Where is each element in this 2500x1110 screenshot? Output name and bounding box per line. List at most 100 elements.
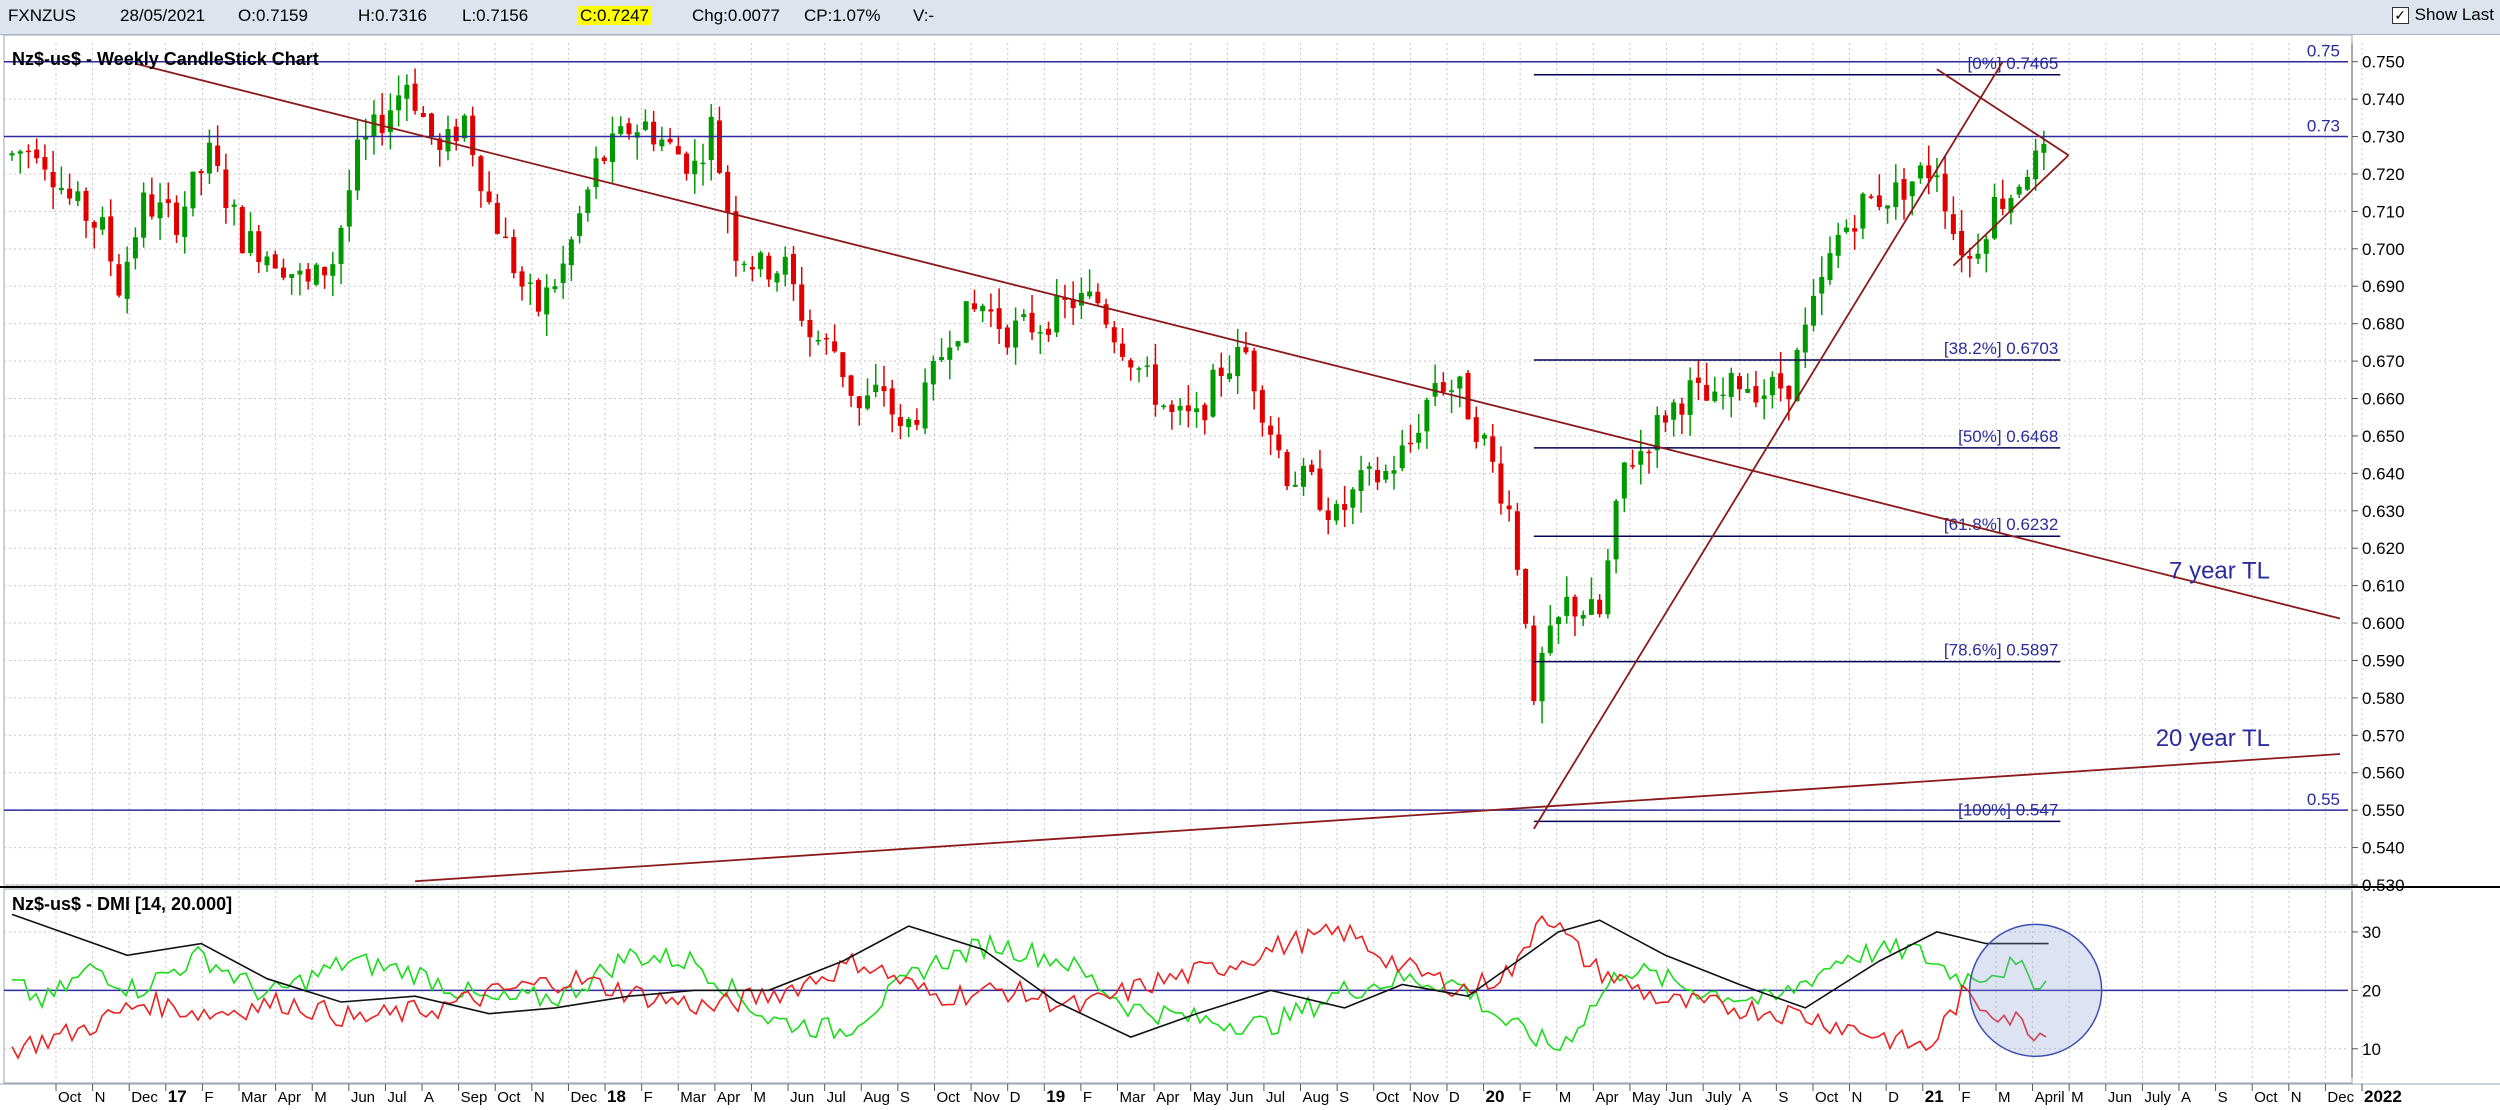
candle-body bbox=[527, 282, 533, 284]
candle-body bbox=[280, 267, 286, 278]
candle-body bbox=[1054, 296, 1060, 333]
candle-body bbox=[264, 256, 270, 266]
candle-body bbox=[256, 231, 262, 263]
dmi-chart-title: Nz$-us$ - DMI [14, 20.000] bbox=[12, 894, 232, 914]
x-tick-label: D bbox=[1888, 1089, 1899, 1106]
checkbox-icon[interactable]: ✓ bbox=[2391, 6, 2409, 24]
candle-body bbox=[1391, 470, 1397, 474]
candle-body bbox=[1292, 484, 1298, 487]
candle-body bbox=[1778, 373, 1784, 389]
x-tick-label: Mar bbox=[680, 1089, 706, 1106]
candle-body bbox=[470, 115, 476, 155]
y-tick-label: 0.540 bbox=[2362, 839, 2405, 858]
y-tick-label: 0.600 bbox=[2362, 614, 2405, 633]
candle-body bbox=[1769, 376, 1775, 396]
candle-body bbox=[1407, 442, 1413, 445]
candle-body bbox=[939, 357, 945, 360]
candle-body bbox=[1885, 205, 1891, 209]
x-tick-label: Oct bbox=[936, 1089, 960, 1106]
candle-body bbox=[1975, 253, 1981, 259]
candle-body bbox=[1498, 463, 1504, 504]
y-tick-label: 0.700 bbox=[2362, 240, 2405, 259]
dmi-y-tick-label: 20 bbox=[2362, 981, 2381, 1000]
x-tick-label: S bbox=[2218, 1089, 2228, 1106]
fib-level-label: [0%] 0.7465 bbox=[1968, 54, 2059, 73]
candle-body bbox=[618, 126, 624, 134]
price-chart-title: Nz$-us$ - Weekly CandleStick Chart bbox=[12, 49, 319, 69]
candle-body bbox=[1465, 372, 1471, 420]
candle-body bbox=[1004, 327, 1010, 348]
candle-body bbox=[1070, 299, 1076, 309]
candle-body bbox=[1375, 469, 1381, 483]
candle-body bbox=[815, 340, 821, 342]
trendline bbox=[1533, 61, 2004, 830]
fib-level-label: [100%] 0.547 bbox=[1958, 800, 2058, 819]
candle-body bbox=[610, 133, 616, 162]
candle-body bbox=[1416, 432, 1422, 443]
x-tick-label: Dec bbox=[2327, 1089, 2354, 1106]
x-tick-label: Aug bbox=[1303, 1089, 1330, 1106]
candle-body bbox=[1597, 599, 1603, 615]
candle-body bbox=[486, 191, 492, 203]
x-tick-label: M bbox=[1559, 1089, 1572, 1106]
candle-body bbox=[1909, 181, 1915, 197]
candle-body bbox=[1564, 596, 1570, 616]
candle-body bbox=[1037, 332, 1043, 334]
candle-body bbox=[1333, 504, 1339, 521]
candle-body bbox=[1827, 253, 1833, 280]
candle-body bbox=[83, 190, 89, 221]
x-tick-label: D bbox=[1449, 1089, 1460, 1106]
candle-body bbox=[799, 284, 805, 321]
candle-body bbox=[2008, 198, 2014, 213]
candle-body bbox=[585, 189, 591, 213]
candle-body bbox=[1811, 295, 1817, 326]
show-last-toggle[interactable]: ✓ Show Last bbox=[2391, 5, 2494, 25]
x-tick-label: N bbox=[1852, 1089, 1863, 1106]
candle-body bbox=[1350, 489, 1356, 508]
y-tick-label: 0.580 bbox=[2362, 689, 2405, 708]
x-tick-label: D bbox=[1010, 1089, 1021, 1106]
x-tick-label: May bbox=[1193, 1089, 1222, 1106]
fib-level-label: [38.2%] 0.6703 bbox=[1944, 339, 2058, 358]
change-pct-value: CP:1.07% bbox=[804, 6, 881, 25]
candle-body bbox=[1547, 625, 1553, 654]
candle-body bbox=[1638, 451, 1644, 465]
candle-body bbox=[437, 138, 443, 150]
candle-body bbox=[865, 395, 871, 409]
candle-body bbox=[593, 158, 599, 188]
x-tick-label: Oct bbox=[2254, 1089, 2278, 1106]
candle-body bbox=[1358, 470, 1364, 492]
x-tick-label: Mar bbox=[241, 1089, 267, 1106]
candle-body bbox=[1342, 504, 1348, 510]
trendline-label: 7 year TL bbox=[2169, 558, 2270, 585]
candle-body bbox=[1662, 415, 1668, 423]
candle-body bbox=[651, 121, 657, 145]
candle-body bbox=[1226, 373, 1232, 380]
candle-body bbox=[996, 308, 1002, 330]
chart-area[interactable]: Oct N Dec 17 F Mar Apr M Jun Jul A Sep Oct N Dec 18 F Mar… bbox=[0, 35, 2500, 1110]
candle-body bbox=[1317, 468, 1323, 510]
candle-body bbox=[297, 270, 303, 275]
candle-body bbox=[1786, 385, 1792, 400]
candle-body bbox=[782, 256, 788, 275]
dmi-y-tick-label: 10 bbox=[2362, 1040, 2381, 1059]
candle-body bbox=[124, 261, 130, 299]
candle-body bbox=[396, 95, 402, 111]
candle-body bbox=[1679, 403, 1685, 415]
candle-body bbox=[700, 162, 706, 165]
candle-body bbox=[1983, 239, 1989, 254]
candle-body bbox=[1514, 511, 1520, 570]
candle-body bbox=[716, 120, 722, 173]
candle-body bbox=[322, 267, 328, 276]
candle-body bbox=[642, 121, 648, 130]
candle-body bbox=[659, 139, 665, 147]
candle-body bbox=[371, 114, 377, 136]
candle-body bbox=[1654, 415, 1660, 451]
candle-body bbox=[807, 319, 813, 338]
candle-body bbox=[758, 252, 764, 270]
candle-body bbox=[1819, 276, 1825, 294]
candle-body bbox=[9, 153, 15, 156]
candle-body bbox=[1473, 417, 1479, 442]
candle-body bbox=[535, 280, 541, 312]
candle-body bbox=[429, 113, 435, 137]
